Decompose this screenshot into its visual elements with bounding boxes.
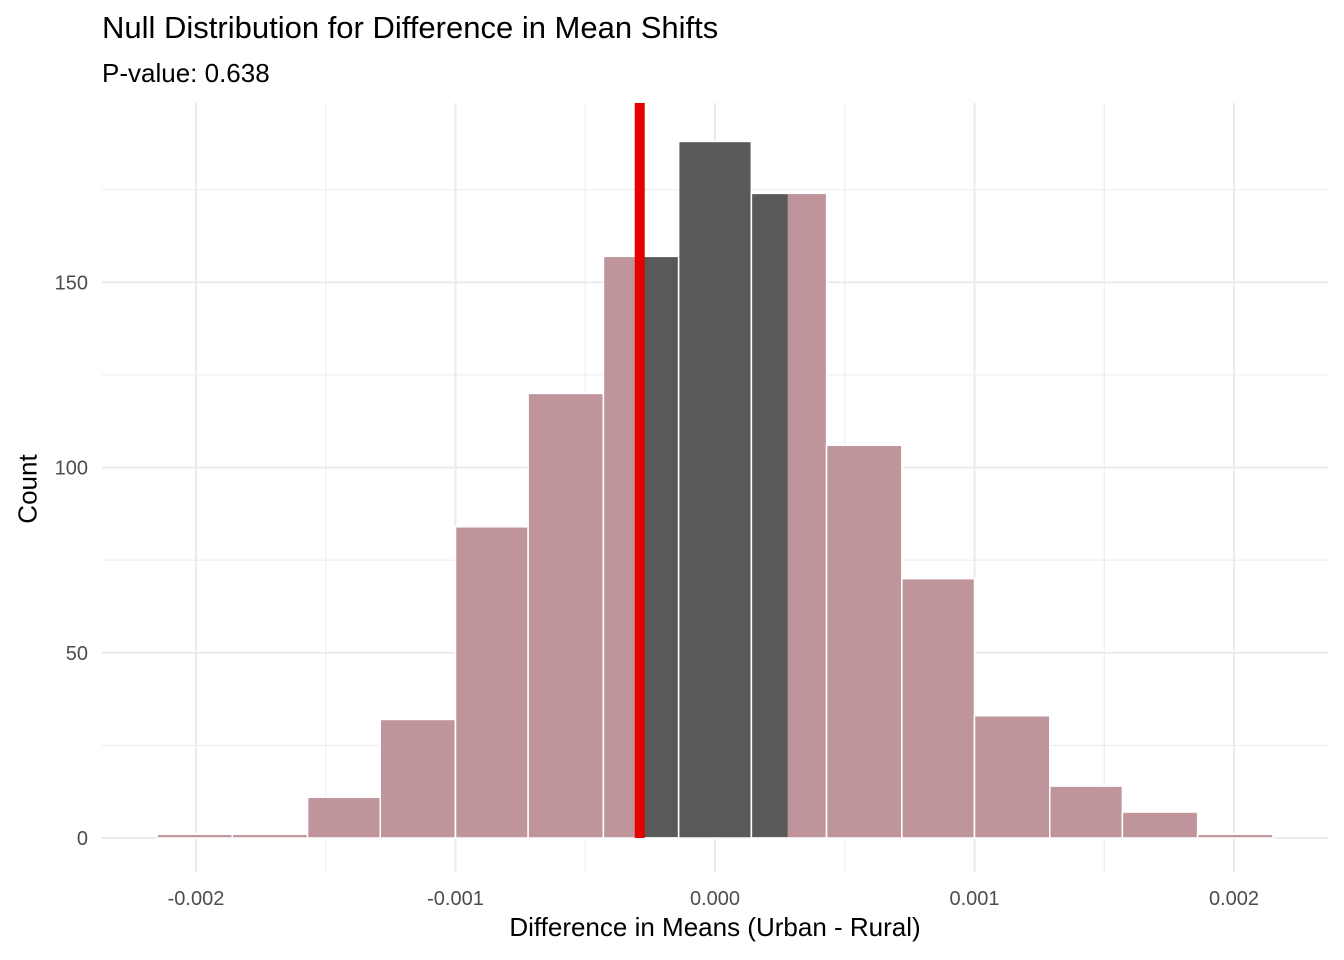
- shaded-region: [826, 445, 902, 838]
- bar-outline: [973, 714, 1051, 839]
- histogram-bars: [156, 140, 1274, 839]
- shaded-region: [528, 393, 604, 838]
- x-axis-label: Difference in Means (Urban - Rural): [509, 912, 921, 942]
- shaded-region: [603, 256, 640, 838]
- axis-ticks: -0.002 -0.001 0.000 0.001 0.002 0 50 100 150: [55, 272, 1259, 910]
- shaded-region: [380, 719, 456, 838]
- y-tick-label: 50: [66, 643, 88, 665]
- shaded-region: [1122, 812, 1198, 838]
- y-tick-label: 0: [77, 828, 88, 850]
- x-tick-label: 0.000: [690, 888, 740, 910]
- shaded-region: [1049, 786, 1123, 838]
- shaded-region: [974, 715, 1050, 838]
- chart-title: Null Distribution for Difference in Mean…: [102, 10, 719, 45]
- bar-outline: [901, 577, 976, 839]
- x-tick-label: -0.002: [168, 888, 225, 910]
- x-tick-label: 0.001: [949, 888, 999, 910]
- shaded-region: [455, 526, 529, 838]
- x-tick-label: -0.001: [427, 888, 484, 910]
- shaded-region: [1197, 834, 1273, 838]
- shaded-region: [232, 834, 308, 838]
- bar-outline: [1196, 833, 1274, 839]
- y-tick-label: 150: [55, 272, 88, 294]
- bar-outline: [1121, 811, 1199, 839]
- shaded-region: [787, 193, 827, 838]
- chart-subtitle: P-value: 0.638: [102, 58, 270, 88]
- shaded-region: [901, 578, 975, 838]
- y-tick-label: 100: [55, 458, 88, 480]
- shaded-region: [157, 834, 233, 838]
- shaded-region: [307, 797, 381, 838]
- histogram-bar: [677, 140, 753, 839]
- x-tick-label: 0.002: [1209, 888, 1259, 910]
